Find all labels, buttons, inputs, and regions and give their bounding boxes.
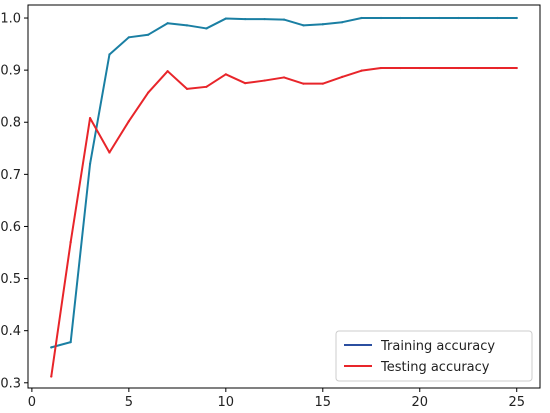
data-point-s2-1 (50, 375, 53, 378)
data-point-s2-4 (108, 151, 111, 154)
legend: Training accuracy Testing accuracy (335, 330, 533, 382)
data-point-s2-18 (379, 66, 383, 70)
data-point-s1-1 (50, 346, 53, 349)
data-point-s1-5 (127, 36, 130, 39)
data-point-s1-25 (515, 16, 518, 20)
data-point-s1-19 (399, 16, 402, 20)
y-tick-label: 0.3 (0, 376, 21, 391)
data-point-s1-7 (166, 22, 169, 25)
data-point-s1-20 (418, 16, 421, 20)
y-tick-label: 0.6 (0, 220, 21, 235)
data-point-s2-7 (166, 70, 169, 73)
x-tick-label: 15 (315, 395, 332, 410)
data-point-s2-15 (321, 82, 324, 85)
data-point-s2-3 (88, 116, 92, 120)
x-tick-label: 20 (411, 395, 428, 410)
data-point-s2-24 (496, 66, 499, 70)
y-tick-label: 0.7 (0, 168, 21, 183)
legend-box (335, 330, 533, 382)
data-point-s2-8 (185, 87, 189, 90)
data-point-s2-14 (302, 82, 305, 85)
data-point-s2-23 (476, 66, 480, 70)
data-point-s1-6 (147, 33, 150, 36)
x-tick-label: 25 (508, 395, 525, 410)
x-tick-label: 10 (218, 395, 235, 410)
data-point-s1-3 (88, 162, 92, 166)
data-point-s1-2 (69, 341, 72, 344)
y-tick-label: 1.0 (0, 12, 21, 27)
data-point-s2-16 (341, 75, 344, 79)
data-point-s2-5 (127, 120, 130, 123)
data-point-s2-21 (438, 66, 441, 70)
data-point-s1-24 (496, 16, 499, 20)
data-point-s2-20 (418, 66, 421, 70)
y-tick-label: 0.8 (0, 116, 21, 131)
data-point-s1-21 (438, 16, 441, 20)
data-point-s2-22 (457, 66, 460, 70)
data-point-s2-11 (244, 82, 247, 85)
axes-group: 0 5 10 15 20 25 0.3 0.4 0.5 0.6 0.7 0.8 0.9 1.0 (0, 4, 541, 410)
data-point-s1-9 (205, 27, 208, 30)
y-tick-label: 0.4 (0, 324, 21, 339)
data-point-s1-4 (108, 53, 111, 56)
data-point-s2-13 (282, 76, 286, 79)
axes-frame (27, 4, 541, 389)
data-point-s2-6 (147, 91, 150, 94)
data-point-s1-17 (360, 16, 363, 20)
y-tick-label: 0.9 (0, 64, 21, 79)
data-point-s2-19 (399, 66, 402, 70)
data-point-s1-10 (224, 17, 227, 20)
data-point-s2-12 (263, 79, 266, 82)
y-tick-label: 0.5 (0, 272, 21, 287)
legend-label-2: Testing accuracy (380, 360, 490, 375)
series-group (50, 16, 518, 378)
data-point-s2-17 (360, 69, 363, 72)
x-tick-label: 5 (125, 395, 133, 410)
data-point-s1-13 (282, 18, 286, 21)
data-point-s1-12 (263, 17, 266, 21)
data-point-s1-16 (341, 21, 344, 24)
data-point-s1-15 (321, 23, 324, 26)
legend-label-1: Training accuracy (380, 339, 495, 354)
data-point-s1-23 (476, 16, 480, 20)
data-point-s1-8 (185, 24, 189, 27)
data-point-s1-22 (457, 16, 460, 20)
data-point-s2-10 (224, 73, 227, 76)
data-point-s2-9 (205, 85, 208, 88)
data-point-s1-18 (379, 16, 383, 20)
data-point-s1-11 (244, 17, 247, 21)
data-point-s1-14 (302, 24, 305, 27)
data-point-s2-2 (69, 240, 72, 244)
x-tick-label: 0 (28, 395, 36, 410)
data-point-s2-25 (515, 66, 518, 70)
